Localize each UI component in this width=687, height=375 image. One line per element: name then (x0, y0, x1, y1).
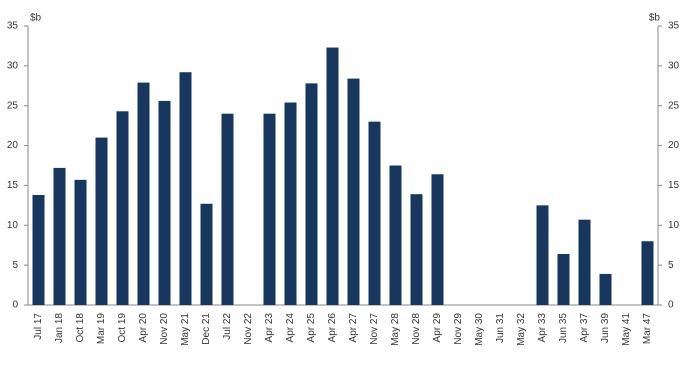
x-tick-label: May 21 (180, 313, 191, 346)
x-tick-label: Jun 39 (600, 313, 611, 343)
bar (368, 121, 381, 306)
bar (32, 194, 45, 305)
y-tick-label: 10 (7, 220, 19, 231)
bar (179, 72, 192, 305)
bar (599, 273, 612, 305)
y-axis-label: $b (30, 13, 42, 24)
y2-tick-label: 20 (668, 140, 680, 151)
bar (410, 194, 423, 305)
x-tick-label: Nov 22 (243, 313, 254, 345)
x-tick-label: Jun 31 (495, 313, 506, 343)
y-tick-label: 35 (7, 21, 19, 32)
x-tick-label: Oct 18 (75, 313, 86, 343)
y2-tick-label: 10 (668, 220, 680, 231)
bar (557, 253, 570, 305)
y2-tick-label: 30 (668, 60, 680, 71)
bar (536, 205, 549, 305)
bar (137, 82, 150, 306)
y2-tick-label: 0 (668, 300, 674, 311)
x-tick-label: Oct 19 (117, 313, 128, 343)
y-tick-label: 15 (7, 180, 19, 191)
x-tick-label: Apr 33 (537, 313, 548, 343)
y2-axis-label: $b (649, 13, 661, 24)
bar (74, 179, 87, 305)
x-tick-label: Jul 22 (222, 313, 233, 340)
x-tick-label: Apr 37 (579, 313, 590, 343)
x-tick-label: Apr 25 (306, 313, 317, 343)
bar (641, 241, 654, 305)
bar (305, 83, 318, 305)
y2-tick-label: 35 (668, 21, 680, 32)
x-tick-label: Apr 23 (264, 313, 275, 343)
x-tick-label: Jan 18 (54, 313, 65, 343)
bar (221, 113, 234, 305)
bar (284, 102, 297, 305)
x-tick-label: Jul 17 (33, 313, 44, 340)
bar (389, 165, 402, 305)
x-tick-label: May 30 (474, 313, 485, 346)
bar (347, 78, 360, 306)
bar (263, 113, 276, 305)
x-tick-label: Jun 35 (558, 313, 569, 343)
x-tick-label: Apr 29 (432, 313, 443, 343)
bar (53, 167, 66, 305)
x-tick-label: Dec 21 (201, 313, 212, 345)
x-tick-label: Apr 26 (327, 313, 338, 343)
y-tick-label: 30 (7, 60, 19, 71)
x-tick-label: May 41 (621, 313, 632, 346)
y2-tick-label: 15 (668, 180, 680, 191)
x-tick-label: Apr 20 (138, 313, 149, 343)
y-tick-label: 20 (7, 140, 19, 151)
x-tick-label: Nov 29 (453, 313, 464, 345)
y2-tick-label: 5 (668, 260, 674, 271)
bar (578, 219, 591, 305)
bar (95, 137, 108, 305)
x-tick-label: Mar 19 (96, 313, 107, 345)
x-tick-label: May 28 (390, 313, 401, 346)
x-tick-label: Mar 47 (642, 313, 653, 345)
x-tick-label: Nov 20 (159, 313, 170, 345)
x-tick-label: Nov 28 (411, 313, 422, 345)
x-tick-label: May 32 (516, 313, 527, 346)
y-tick-label: 5 (12, 260, 18, 271)
x-tick-label: Apr 24 (285, 313, 296, 343)
y-tick-label: 25 (7, 100, 19, 111)
y2-tick-label: 25 (668, 100, 680, 111)
bar (326, 47, 339, 305)
x-tick-label: Apr 27 (348, 313, 359, 343)
y-tick-label: 0 (12, 300, 18, 311)
bar (116, 111, 129, 306)
bar (158, 100, 171, 305)
x-tick-label: Nov 27 (369, 313, 380, 345)
bar (200, 203, 213, 305)
bar (431, 174, 444, 305)
